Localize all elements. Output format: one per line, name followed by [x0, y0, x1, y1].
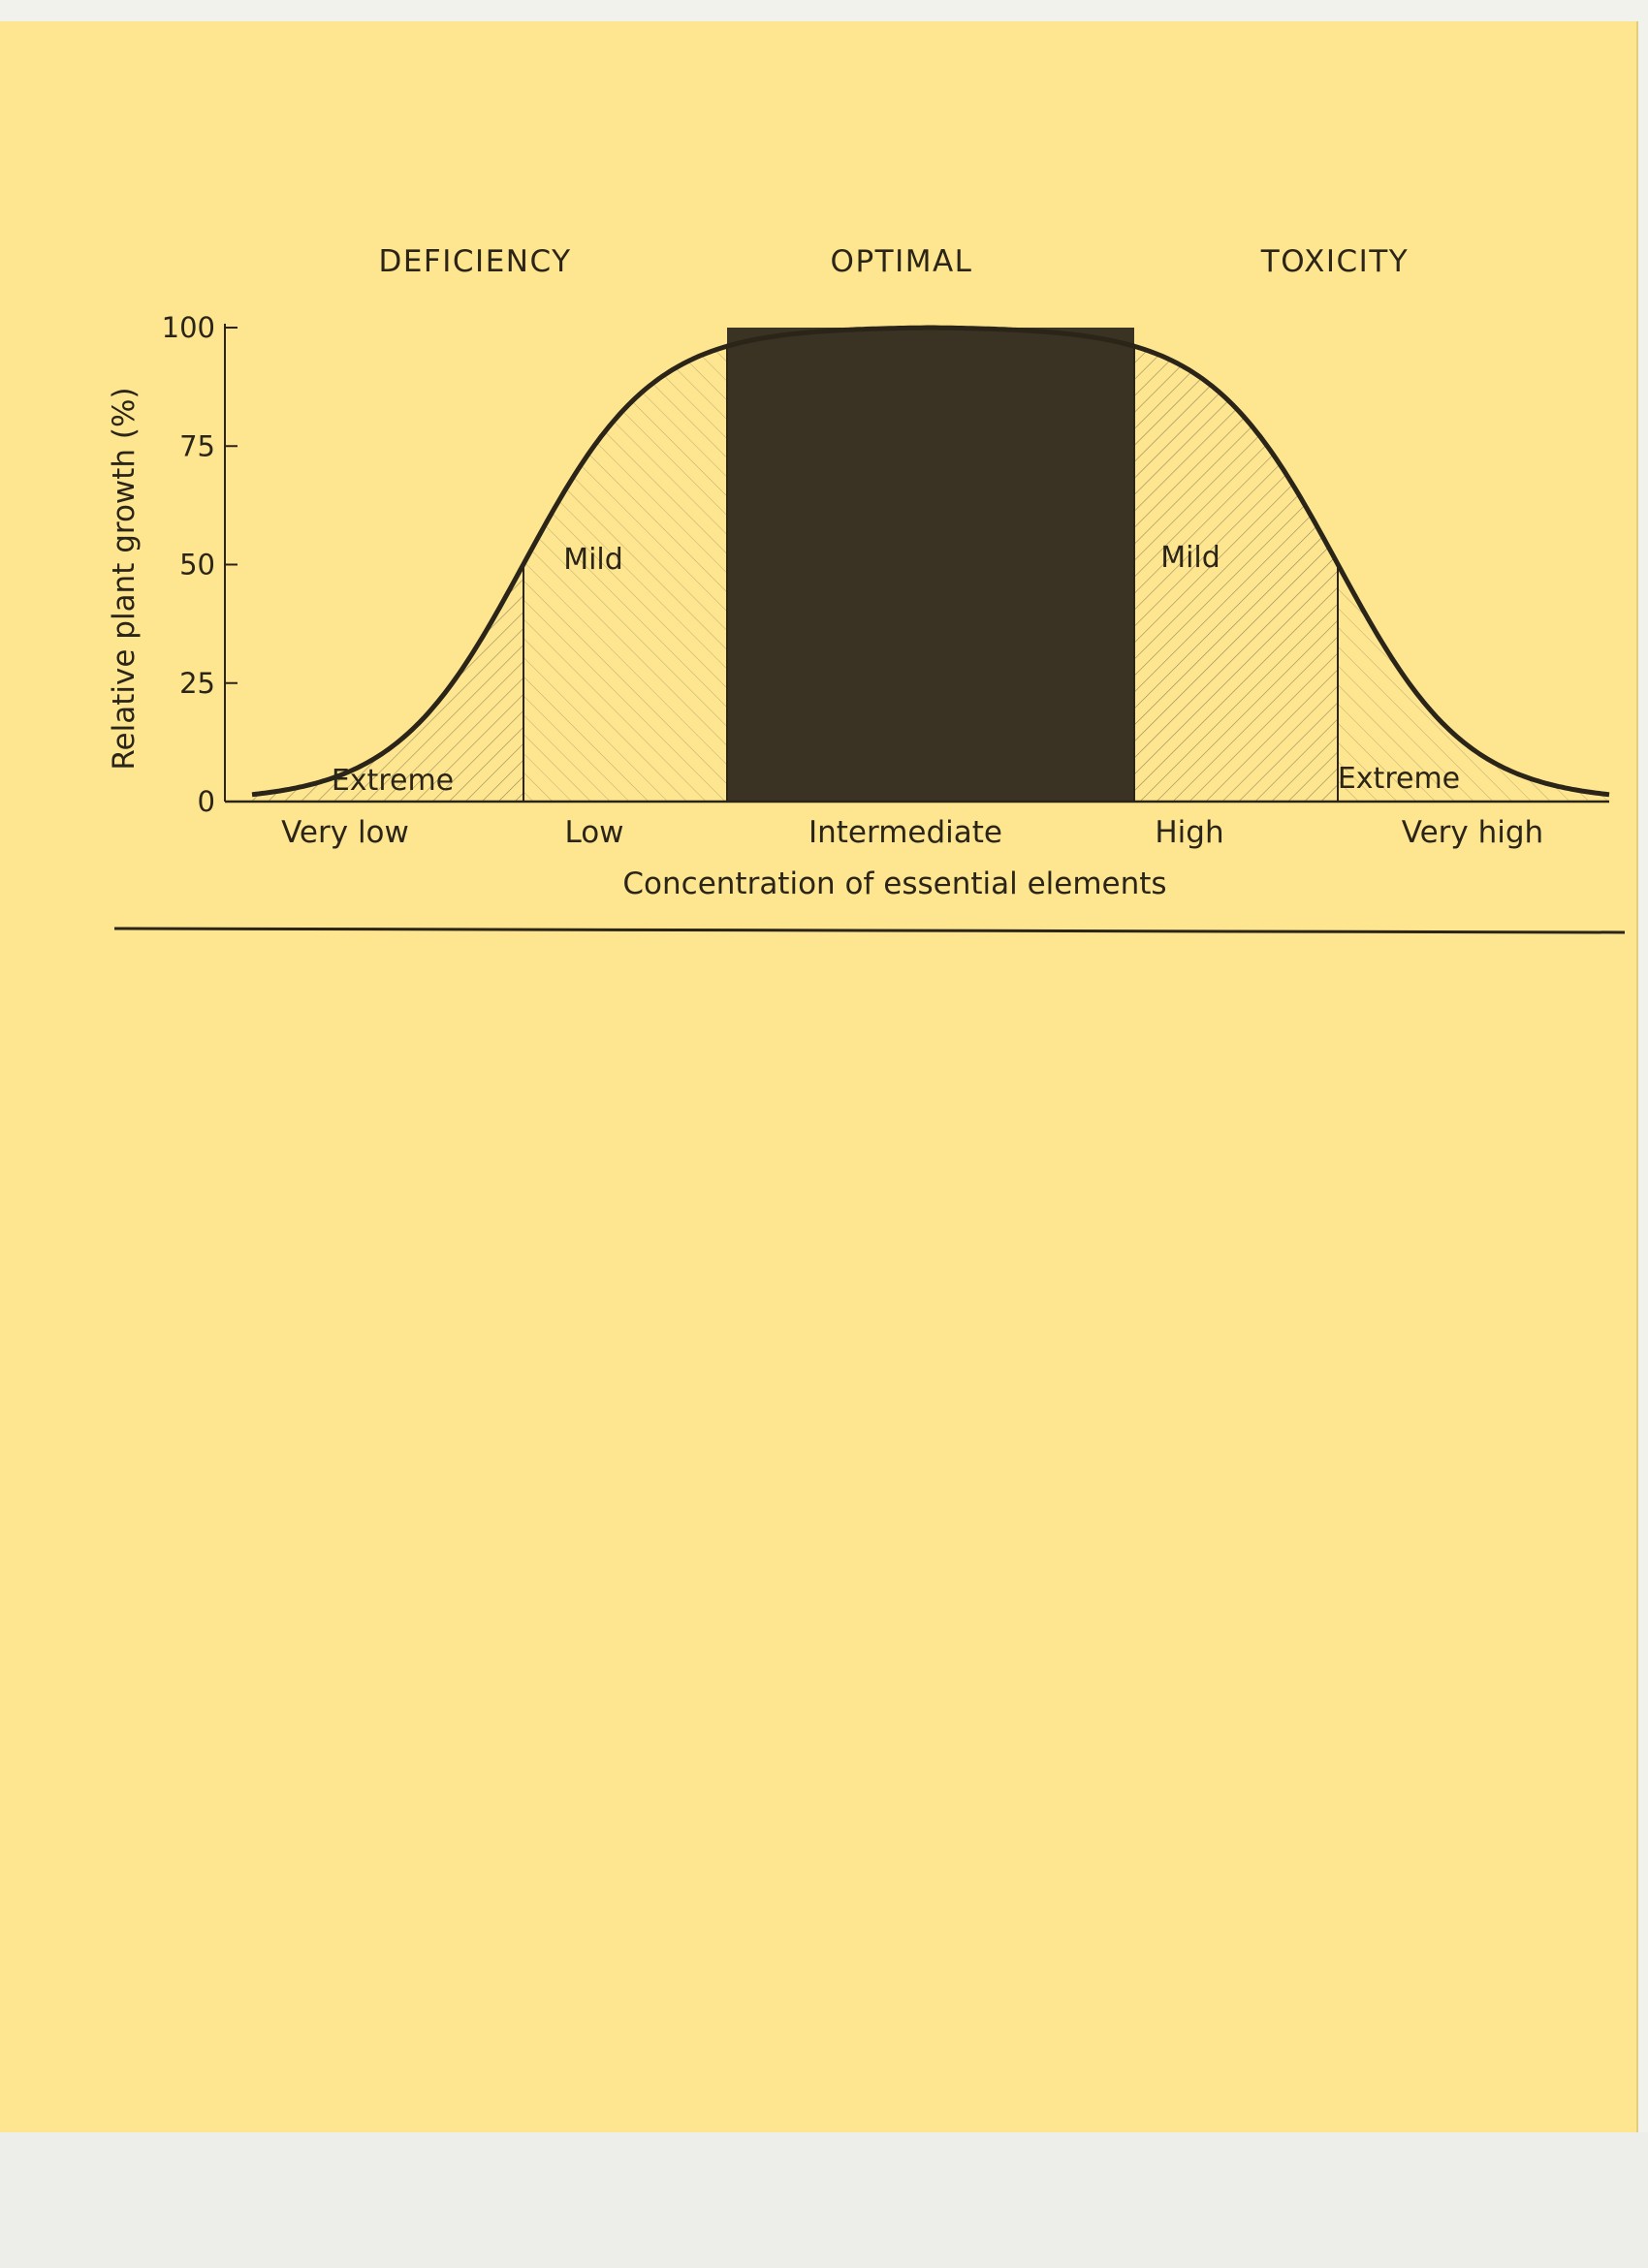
- y-tick-label-100: 100: [162, 311, 215, 344]
- extreme-deficiency-area: [252, 564, 523, 802]
- region-label-optimal: OPTIMAL: [831, 244, 973, 279]
- zone-label-extreme-left: Extreme: [332, 764, 454, 798]
- scanner-background: [0, 2132, 1648, 2268]
- region-label-deficiency: DEFICIENCY: [378, 244, 571, 279]
- x-axis-title: Concentration of essential elements: [622, 866, 1166, 901]
- zone-label-extreme-right: Extreme: [1338, 762, 1460, 796]
- category-label-high: High: [1155, 815, 1223, 850]
- category-label-intermediate: Intermediate: [808, 815, 1002, 850]
- category-label-low: Low: [564, 815, 623, 850]
- region-label-toxicity: TOXICITY: [1260, 244, 1409, 279]
- mild-deficiency-area: [523, 346, 727, 802]
- optimal-band: [727, 328, 1134, 802]
- y-tick-label-0: 0: [198, 785, 215, 818]
- extreme-toxicity-area: [1338, 564, 1609, 802]
- separator-rule: [113, 927, 1626, 934]
- y-tick-label-50: 50: [179, 549, 215, 582]
- y-tick-label-75: 75: [179, 429, 215, 462]
- zone-label-mild-left: Mild: [563, 543, 623, 577]
- mild-toxicity-area: [1134, 346, 1338, 802]
- y-axis-title: Relative plant growth (%): [107, 387, 142, 770]
- category-label-very-high: Very high: [1402, 815, 1543, 850]
- growth-curve: [251, 325, 1610, 798]
- category-label-very-low: Very low: [281, 815, 409, 850]
- y-tick-label-25: 25: [179, 667, 215, 700]
- zone-label-mild-right: Mild: [1160, 541, 1220, 575]
